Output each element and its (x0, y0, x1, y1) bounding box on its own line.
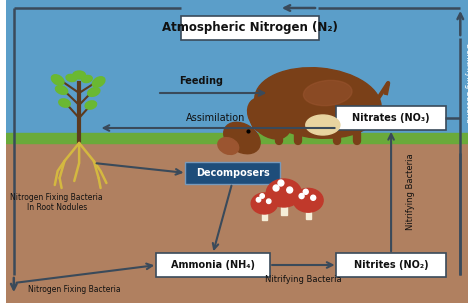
Ellipse shape (218, 138, 239, 155)
Ellipse shape (73, 71, 85, 79)
FancyBboxPatch shape (337, 253, 446, 277)
Circle shape (278, 180, 284, 186)
Ellipse shape (85, 101, 97, 109)
Text: Feeding: Feeding (179, 76, 223, 86)
Circle shape (260, 194, 264, 198)
Text: Nitrogen Fixing Bacteria
In Root Nodules: Nitrogen Fixing Bacteria In Root Nodules (10, 193, 103, 212)
Circle shape (303, 189, 308, 194)
Ellipse shape (247, 97, 291, 139)
Text: Decomposers: Decomposers (196, 168, 270, 178)
Ellipse shape (255, 68, 381, 138)
FancyBboxPatch shape (337, 106, 446, 130)
Text: Nitrifying Bacteria: Nitrifying Bacteria (265, 275, 342, 284)
Circle shape (299, 194, 304, 198)
Ellipse shape (88, 88, 100, 96)
Bar (281, 193, 287, 215)
Ellipse shape (306, 115, 340, 135)
Text: Assimilation: Assimilation (186, 113, 246, 123)
Bar (6, 143, 468, 303)
Text: Nitrogen Fixing Bacteria: Nitrogen Fixing Bacteria (28, 285, 120, 294)
Circle shape (256, 198, 261, 202)
FancyBboxPatch shape (156, 253, 270, 277)
Bar (306, 200, 311, 219)
Ellipse shape (66, 75, 77, 82)
Ellipse shape (59, 99, 70, 107)
Ellipse shape (251, 119, 262, 131)
Ellipse shape (293, 188, 323, 212)
Circle shape (266, 199, 271, 204)
Text: Nitrates (NO₃): Nitrates (NO₃) (352, 113, 430, 123)
Circle shape (287, 187, 292, 193)
Ellipse shape (51, 75, 64, 85)
Ellipse shape (303, 80, 352, 106)
Text: Nitrites (NO₂): Nitrites (NO₂) (354, 260, 428, 270)
Text: Nitrifying Bacteria: Nitrifying Bacteria (406, 154, 415, 230)
Text: Atmospheric Nitrogen (N₂): Atmospheric Nitrogen (N₂) (162, 22, 337, 35)
Text: Ammonia (NH₄): Ammonia (NH₄) (171, 260, 255, 270)
Ellipse shape (55, 86, 68, 94)
Ellipse shape (266, 179, 301, 207)
Bar (6, 0, 468, 143)
Circle shape (311, 195, 316, 200)
Circle shape (273, 185, 279, 191)
Ellipse shape (224, 122, 260, 154)
Bar (6, 133, 468, 143)
Ellipse shape (251, 193, 277, 214)
Bar (262, 204, 266, 220)
Ellipse shape (82, 75, 92, 83)
FancyBboxPatch shape (181, 16, 319, 40)
FancyBboxPatch shape (185, 162, 280, 184)
Ellipse shape (92, 77, 105, 87)
Text: Denitrifying Bacteria: Denitrifying Bacteria (464, 43, 473, 123)
